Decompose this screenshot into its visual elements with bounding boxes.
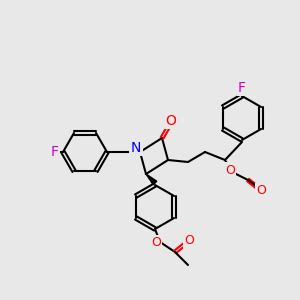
Text: F: F <box>238 81 246 95</box>
Text: O: O <box>184 235 194 248</box>
Text: O: O <box>225 164 235 176</box>
Polygon shape <box>146 174 157 185</box>
Text: O: O <box>256 184 266 197</box>
Text: N: N <box>131 141 141 155</box>
Text: O: O <box>166 114 176 128</box>
Text: F: F <box>51 145 59 159</box>
Text: O: O <box>151 236 161 250</box>
Polygon shape <box>225 160 232 171</box>
